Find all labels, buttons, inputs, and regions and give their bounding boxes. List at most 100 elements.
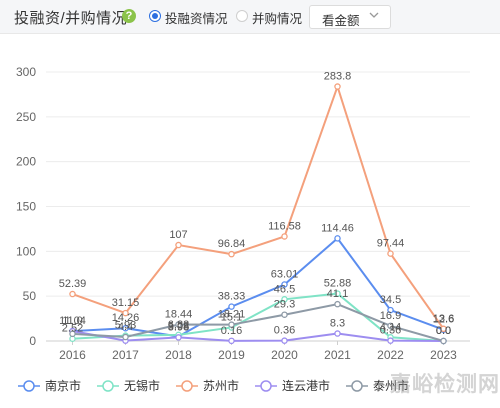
data-label: 5.08 bbox=[168, 320, 189, 332]
data-label: 6.82 bbox=[168, 319, 189, 331]
data-label: 114.46 bbox=[321, 222, 354, 234]
legend: 南京市 无锡市 苏州市 连云港市 泰州市 bbox=[18, 378, 409, 393]
data-point[interactable] bbox=[387, 306, 394, 314]
data-point[interactable] bbox=[228, 303, 235, 310]
radio-dot-icon bbox=[236, 10, 248, 22]
data-point[interactable] bbox=[281, 337, 288, 344]
data-point[interactable] bbox=[175, 321, 182, 328]
data-label: 97.44 bbox=[377, 238, 405, 250]
series-line-2 bbox=[72, 83, 445, 330]
x-tick-label: 2019 bbox=[218, 348, 245, 362]
data-point[interactable] bbox=[387, 322, 394, 330]
x-tick-label: 2018 bbox=[165, 348, 192, 362]
data-point[interactable] bbox=[387, 250, 394, 257]
data-point[interactable] bbox=[334, 290, 341, 297]
data-point[interactable] bbox=[228, 250, 235, 258]
data-label: 14.26 bbox=[112, 312, 140, 324]
data-label: 18.21 bbox=[218, 309, 246, 321]
y-tick-label: 200 bbox=[16, 155, 36, 169]
help-icon[interactable]: ? bbox=[122, 9, 136, 23]
x-tick-label: 2023 bbox=[430, 348, 457, 362]
data-point[interactable] bbox=[281, 311, 288, 318]
data-label: 0.0 bbox=[436, 325, 451, 337]
data-label: 11.04 bbox=[59, 315, 86, 327]
grid-lines bbox=[46, 71, 470, 342]
data-label: 63.01 bbox=[271, 269, 299, 281]
data-label: 16.9 bbox=[380, 310, 401, 322]
radio-merger-label: 并购情况 bbox=[252, 12, 303, 26]
x-axis: 2016 2017 2018 2019 2020 2021 2022 2023 bbox=[59, 341, 457, 362]
data-label: 46.5 bbox=[274, 283, 295, 295]
legend-item-1[interactable]: 无锡市 bbox=[97, 378, 160, 393]
y-tick-label: 150 bbox=[16, 200, 36, 214]
data-point[interactable] bbox=[228, 337, 235, 345]
data-point[interactable] bbox=[122, 309, 129, 317]
data-point[interactable] bbox=[175, 241, 182, 249]
data-point[interactable] bbox=[281, 281, 288, 288]
x-tick-label: 2021 bbox=[324, 348, 351, 362]
legend-marker-icon bbox=[181, 380, 193, 392]
data-label: 0.36 bbox=[380, 325, 401, 337]
data-label: 13.6 bbox=[433, 313, 454, 325]
data-point[interactable] bbox=[334, 330, 341, 337]
data-point[interactable] bbox=[175, 334, 182, 341]
series-line-3 bbox=[72, 330, 444, 342]
data-point[interactable] bbox=[387, 337, 394, 344]
data-label: 8.3 bbox=[330, 318, 345, 330]
data-point[interactable] bbox=[334, 235, 341, 242]
legend-label: 连云港市 bbox=[282, 378, 330, 393]
data-labels: 11.04 14.26 5.08 38.33 63.01 114.46 34.5 12.6 2.… bbox=[59, 71, 454, 337]
data-point[interactable] bbox=[228, 321, 235, 328]
legend-marker-icon bbox=[23, 380, 35, 392]
data-label: 0.0 bbox=[436, 325, 451, 337]
data-point[interactable] bbox=[334, 83, 341, 90]
data-label: 31.15 bbox=[112, 297, 140, 309]
radio-dot-checked-icon bbox=[149, 10, 161, 22]
data-label: 29.3 bbox=[274, 299, 295, 311]
data-label: 116.58 bbox=[268, 220, 301, 232]
data-point[interactable] bbox=[69, 290, 76, 298]
chart-header: 投融资/并购情况 ? 投融资情况 并购情况 看金额 bbox=[0, 0, 500, 34]
data-label: 34.5 bbox=[380, 294, 401, 306]
data-point[interactable] bbox=[334, 300, 341, 308]
chevron-down-icon bbox=[369, 12, 379, 18]
legend-item-2[interactable]: 苏州市 bbox=[176, 378, 239, 393]
series-line-4 bbox=[72, 303, 444, 342]
data-label: 5.93 bbox=[115, 320, 136, 332]
data-label: 41.1 bbox=[327, 288, 348, 300]
watermark-text: 嘉峪检测网 bbox=[390, 373, 500, 396]
legend-marker-icon bbox=[102, 380, 114, 392]
data-label: 18.44 bbox=[165, 308, 193, 320]
y-tick-label: 100 bbox=[16, 244, 36, 258]
metric-select-value: 看金额 bbox=[322, 14, 360, 28]
data-label: 12.6 bbox=[433, 314, 454, 326]
data-point[interactable] bbox=[281, 233, 288, 240]
legend-label: 南京市 bbox=[45, 378, 81, 393]
data-point[interactable] bbox=[122, 324, 129, 332]
data-label: 4.14 bbox=[380, 321, 401, 333]
legend-marker-icon bbox=[351, 380, 363, 392]
data-point[interactable] bbox=[440, 337, 447, 345]
data-point[interactable] bbox=[69, 330, 76, 338]
legend-label: 无锡市 bbox=[124, 378, 160, 393]
data-point[interactable] bbox=[281, 296, 288, 303]
x-tick-label: 2022 bbox=[377, 348, 404, 362]
data-label: 0.0 bbox=[436, 325, 451, 337]
legend-item-4[interactable]: 泰州市 bbox=[346, 378, 409, 393]
y-tick-label: 0 bbox=[29, 334, 36, 348]
data-label: 15.1 bbox=[221, 311, 242, 323]
legend-item-3[interactable]: 连云港市 bbox=[255, 378, 330, 393]
legend-item-0[interactable]: 南京市 bbox=[18, 378, 81, 393]
data-point[interactable] bbox=[122, 333, 129, 341]
data-label: 52.39 bbox=[59, 278, 87, 290]
metric-select[interactable]: 看金额 bbox=[309, 5, 391, 29]
legend-label: 苏州市 bbox=[203, 378, 239, 393]
y-tick-label: 50 bbox=[23, 289, 37, 303]
y-tick-label: 300 bbox=[16, 65, 36, 79]
y-axis: 0 50 100 150 200 250 300 bbox=[16, 65, 36, 348]
data-label: 107 bbox=[169, 229, 187, 241]
data-point[interactable] bbox=[440, 325, 447, 333]
x-tick-label: 2020 bbox=[271, 348, 298, 362]
data-label: 2.52 bbox=[62, 323, 83, 335]
